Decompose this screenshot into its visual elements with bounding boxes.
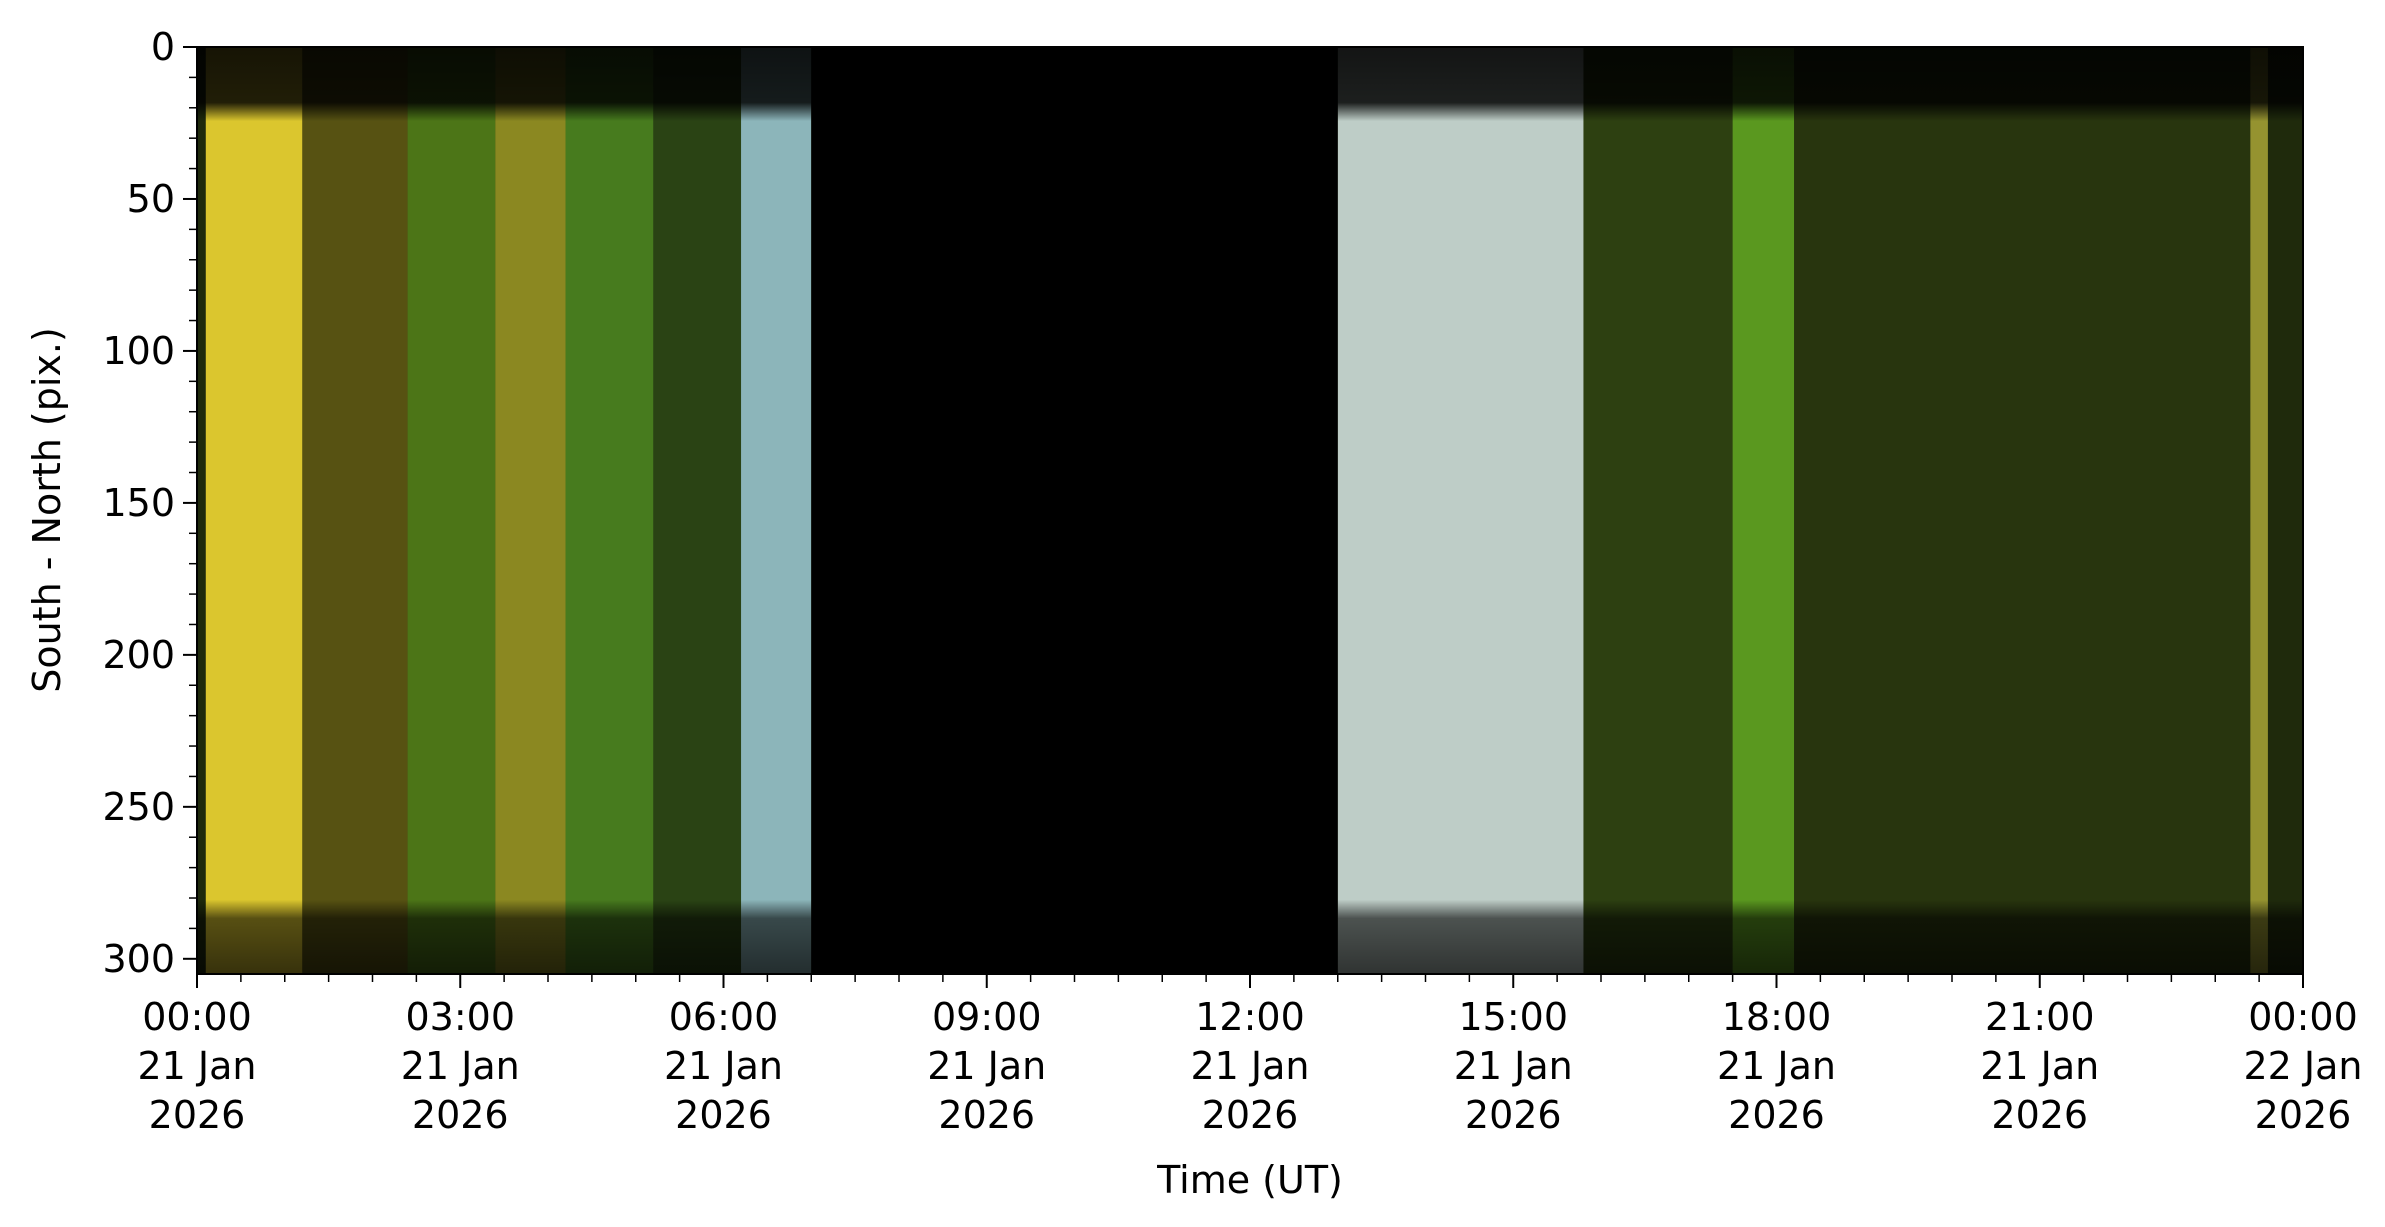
x-tick-label: 09:00: [932, 995, 1042, 1039]
x-tick-label: 21 Jan: [1980, 1044, 2099, 1088]
x-tick-label: 2026: [1465, 1093, 1562, 1137]
x-tick-label: 21 Jan: [1454, 1044, 1573, 1088]
x-tick-label: 21 Jan: [1717, 1044, 1836, 1088]
x-tick-label: 21:00: [1985, 995, 2095, 1039]
x-axis: 00:00 21 Jan 2026 03:00 21 Jan 2026 06:00 21 Ja…: [137, 974, 2363, 1137]
plot-area: [196, 46, 2304, 975]
y-tick-label: 50: [127, 177, 175, 221]
horizon-shading: [197, 47, 2303, 974]
y-tick-label: 150: [102, 481, 175, 525]
x-tick-label: 03:00: [405, 995, 515, 1039]
y-tick-label: 0: [151, 25, 175, 69]
x-tick-label: 2026: [1991, 1093, 2088, 1137]
x-axis-title: Time (UT): [1156, 1158, 1343, 1202]
y-tick-label: 250: [102, 785, 175, 829]
x-tick-label: 22 Jan: [2243, 1044, 2362, 1088]
x-tick-label: 18:00: [1722, 995, 1832, 1039]
y-tick-label: 300: [102, 937, 175, 981]
y-tick-label: 200: [102, 633, 175, 677]
x-tick-label: 2026: [1202, 1093, 1299, 1137]
x-tick-label: 2026: [1728, 1093, 1825, 1137]
x-tick-label: 2026: [938, 1093, 1035, 1137]
x-tick-label: 21 Jan: [664, 1044, 783, 1088]
y-axis-title: South - North (pix.): [25, 327, 69, 693]
x-tick-label: 21 Jan: [927, 1044, 1046, 1088]
x-tick-label: 21 Jan: [137, 1044, 256, 1088]
x-tick-label: 2026: [149, 1093, 246, 1137]
x-tick-label: 2026: [412, 1093, 509, 1137]
x-tick-label: 12:00: [1195, 995, 1305, 1039]
x-tick-label: 00:00: [142, 995, 252, 1039]
x-tick-label: 21 Jan: [1190, 1044, 1309, 1088]
x-tick-label: 06:00: [669, 995, 779, 1039]
x-tick-label: 2026: [2255, 1093, 2352, 1137]
x-tick-label: 15:00: [1458, 995, 1568, 1039]
y-axis: 0 50 100 150 200 250 300: [102, 25, 197, 981]
y-tick-label: 100: [102, 329, 175, 373]
x-tick-label: 2026: [675, 1093, 772, 1137]
x-tick-label: 00:00: [2248, 995, 2358, 1039]
x-tick-label: 21 Jan: [401, 1044, 520, 1088]
